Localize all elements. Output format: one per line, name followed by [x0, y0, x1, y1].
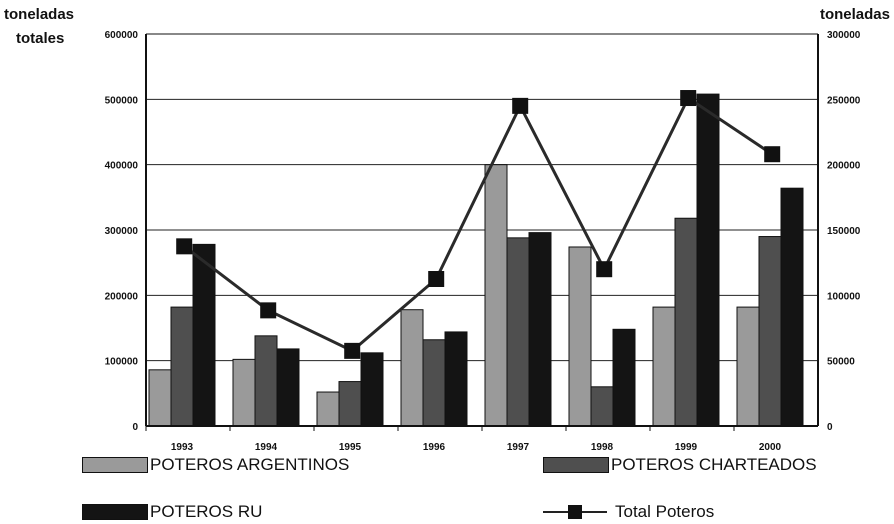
x-tick-label: 1993 — [171, 442, 194, 453]
bar-poteros-charteados-2000 — [758, 236, 782, 427]
legend-label-poteros-ru: POTEROS RU — [150, 502, 263, 521]
bar-poteros-charteados-1995 — [338, 381, 362, 427]
bar-poteros-argentinos-1995 — [316, 391, 340, 427]
bar-poteros-argentinos-1999 — [652, 306, 676, 427]
right-tick-label: 0 — [827, 422, 833, 433]
legend-item-poteros-argentinos: POTEROS ARGENTINOS — [82, 455, 349, 475]
right-tick-label: 150000 — [827, 226, 861, 237]
left-tick-label: 300000 — [105, 226, 139, 237]
x-tick-label: 1999 — [675, 442, 698, 453]
left-tick-label: 600000 — [105, 30, 139, 41]
x-tick-label: 1995 — [339, 442, 362, 453]
bar-poteros-charteados-1993 — [170, 306, 194, 427]
bar-poteros-ru-1999 — [696, 93, 720, 427]
x-tick-label: 1996 — [423, 442, 446, 453]
x-tick-label: 2000 — [759, 442, 782, 453]
x-tick-label: 1998 — [591, 442, 614, 453]
bar-poteros-argentinos-1994 — [232, 358, 256, 427]
bar-poteros-ru-1994 — [276, 348, 300, 427]
legend-label-poteros-argentinos: POTEROS ARGENTINOS — [150, 455, 350, 474]
x-tick-label: 1994 — [255, 442, 278, 453]
legend-item-total-poteros: Total Poteros — [543, 502, 714, 522]
marker-total-poteros-1997 — [512, 97, 529, 114]
bar-poteros-argentinos-1998 — [568, 246, 592, 427]
bar-poteros-ru-1998 — [612, 328, 636, 427]
left-tick-label: 0 — [132, 422, 138, 433]
left-tick-label: 100000 — [105, 357, 139, 368]
left-tick-label: 500000 — [105, 95, 139, 106]
legend-label-total-poteros: Total Poteros — [615, 502, 715, 521]
bar-poteros-argentinos-2000 — [736, 306, 760, 427]
bar-poteros-ru-1997 — [528, 232, 552, 427]
right-tick-label: 200000 — [827, 161, 861, 172]
right-axis-label: toneladas — [819, 6, 890, 23]
marker-total-poteros-1996 — [428, 271, 445, 287]
bar-poteros-charteados-1997 — [506, 237, 530, 427]
marker-total-poteros-1999 — [680, 90, 697, 107]
bar-poteros-ru-1993 — [192, 243, 216, 427]
bar-poteros-argentinos-1993 — [148, 369, 172, 427]
right-tick-label: 50000 — [827, 357, 855, 368]
legend-swatch-poteros-argentinos — [82, 457, 148, 473]
marker-total-poteros-2000 — [764, 146, 781, 163]
bar-poteros-argentinos-1996 — [400, 309, 424, 427]
bar-poteros-argentinos-1997 — [484, 164, 508, 427]
marker-total-poteros-1998 — [596, 261, 613, 278]
left-tick-label: 200000 — [105, 291, 139, 302]
bar-poteros-ru-2000 — [780, 187, 804, 427]
line-total-poteros — [183, 95, 774, 353]
legend-swatch-poteros-ru — [82, 504, 148, 520]
bar-poteros-charteados-1999 — [674, 217, 698, 427]
legend-swatch-poteros-charteados — [543, 457, 609, 473]
marker-total-poteros-1994 — [260, 302, 277, 319]
bar-poteros-charteados-1996 — [422, 339, 446, 427]
marker-total-poteros-1993 — [176, 238, 193, 255]
bar-poteros-ru-1995 — [360, 352, 384, 427]
left-tick-label: 400000 — [105, 161, 139, 172]
right-tick-label: 300000 — [827, 30, 861, 41]
legend-item-poteros-ru: POTEROS RU — [82, 502, 262, 522]
bar-poteros-charteados-1994 — [254, 335, 278, 427]
bar-poteros-charteados-1998 — [590, 386, 614, 427]
right-tick-label: 100000 — [827, 291, 861, 302]
left-axis-label-line-1: toneladas — [4, 6, 75, 23]
legend-label-poteros-charteados: POTEROS CHARTEADOS — [611, 455, 817, 474]
marker-total-poteros-1995 — [344, 342, 361, 359]
x-tick-label: 1997 — [507, 442, 530, 453]
bar-poteros-ru-1996 — [444, 331, 468, 427]
right-tick-label: 250000 — [827, 95, 861, 106]
legend-line-marker-total-poteros — [543, 505, 607, 519]
left-axis-label-line-2: totales — [16, 30, 65, 47]
legend-item-poteros-charteados: POTEROS CHARTEADOS — [543, 455, 817, 475]
